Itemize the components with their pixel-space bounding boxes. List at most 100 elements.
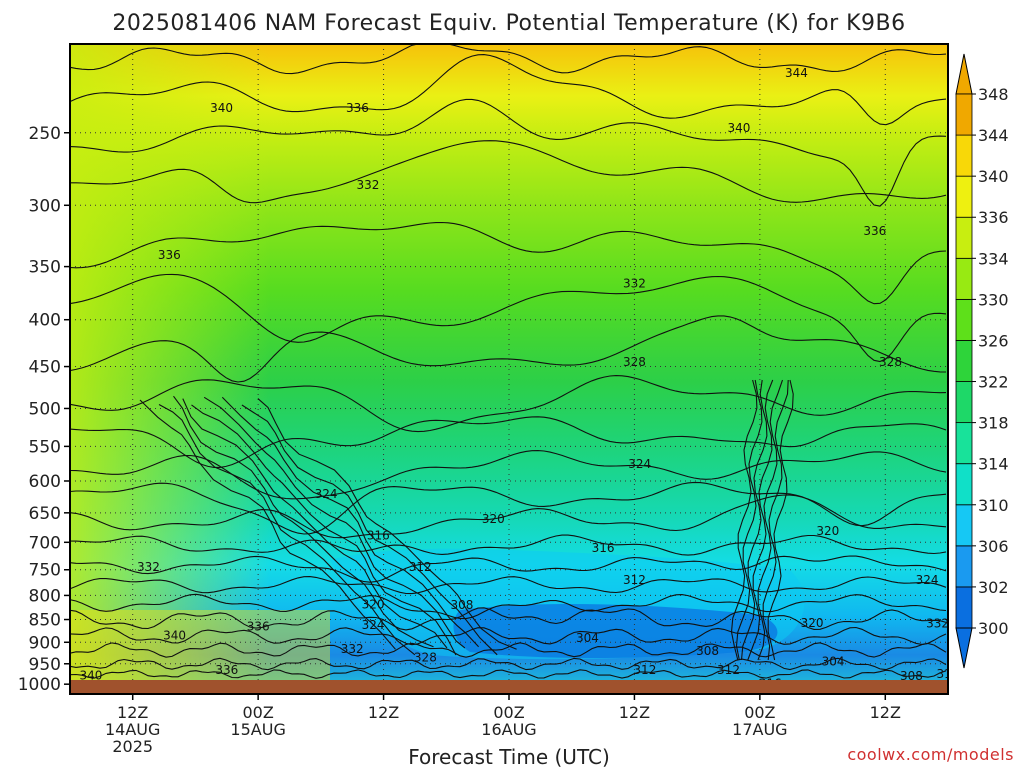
x-axis-label: Forecast Time (UTC) xyxy=(408,745,610,768)
contour-line xyxy=(767,379,794,661)
contour-label: 324 xyxy=(916,573,939,587)
x-tick-label: 00Z xyxy=(493,703,524,722)
contour-label: 316 xyxy=(592,541,615,555)
colorbar-label: 302 xyxy=(978,578,1009,597)
grid-lines xyxy=(70,44,948,694)
contour-label: 336 xyxy=(247,619,270,633)
y-tick-label: 300 xyxy=(29,196,61,216)
contour-label: 332 xyxy=(341,642,364,656)
contour-line xyxy=(70,273,947,363)
x-tick-label: 2025 xyxy=(112,737,153,756)
contour-line xyxy=(241,404,498,656)
colorbar-swatch xyxy=(955,93,973,136)
contour-label: 328 xyxy=(623,355,646,369)
x-tick-label: 12Z xyxy=(117,703,148,722)
contour-line xyxy=(735,379,763,661)
contour-line xyxy=(747,379,774,661)
contour-label: 312 xyxy=(937,667,960,681)
y-tick-label: 550 xyxy=(29,437,61,457)
contour-label: 312 xyxy=(633,663,656,677)
contour-line xyxy=(70,593,947,620)
contour-label: 320 xyxy=(482,512,505,526)
contour-label: 340 xyxy=(210,101,233,115)
colorbar-label: 336 xyxy=(978,208,1009,227)
ground-strip xyxy=(70,680,948,694)
contour-label: 336 xyxy=(158,248,181,262)
y-tick-label: 400 xyxy=(29,311,61,331)
contour-label: 308 xyxy=(900,669,923,683)
contour-label: 320 xyxy=(801,616,824,630)
contour-line xyxy=(70,44,947,75)
colorbar-swatch xyxy=(955,422,973,465)
contour-line xyxy=(257,398,517,650)
contour-label: 328 xyxy=(414,650,437,664)
colorbar-label: 344 xyxy=(978,126,1009,145)
contour-line xyxy=(70,450,947,500)
contour-label: 328 xyxy=(879,355,902,369)
contour-line xyxy=(70,669,947,679)
colorbar-label: 300 xyxy=(978,619,1009,638)
contour-line xyxy=(70,642,947,658)
colorbar: 348 344 340 336 334 330 326 322 318 314 310 306 302 3… xyxy=(955,53,1009,669)
contour-label: 332 xyxy=(356,178,379,192)
colorbar-label: 310 xyxy=(978,496,1009,515)
contour-label: 344 xyxy=(785,66,808,80)
y-tick-label: 1000 xyxy=(18,675,61,695)
colorbar-swatch xyxy=(955,298,973,341)
colorbar-label: 348 xyxy=(978,85,1009,104)
chart-title: 2025081406 NAM Forecast Equiv. Potential… xyxy=(112,11,905,36)
contour-label: 340 xyxy=(727,121,750,135)
contour-label: 308 xyxy=(451,598,474,612)
colorbar-label: 330 xyxy=(978,290,1009,309)
contour-label: 308 xyxy=(696,644,719,658)
field-left-warm xyxy=(70,44,270,694)
x-tick-label: 12Z xyxy=(368,703,399,722)
contour-line xyxy=(70,315,947,383)
y-tick-label: 600 xyxy=(29,472,61,492)
contour-line xyxy=(70,98,947,207)
colorbar-swatch xyxy=(955,216,973,259)
y-tick-label: 350 xyxy=(29,258,61,278)
contour-line xyxy=(221,396,480,648)
contour-label: 340 xyxy=(79,668,102,682)
contour-line xyxy=(70,375,947,433)
contour-label: 304 xyxy=(822,655,845,669)
contour-label: 324 xyxy=(315,487,338,501)
colorbar-swatch xyxy=(955,381,973,424)
colorbar-label: 314 xyxy=(978,455,1009,474)
contour-label: 340 xyxy=(163,629,186,643)
contour-line xyxy=(139,399,396,650)
contour-label: 304 xyxy=(576,631,599,645)
contour-lines xyxy=(70,44,947,679)
colorbar-swatch xyxy=(955,175,973,218)
x-tick-label: 14AUG xyxy=(105,720,160,739)
contour-line xyxy=(762,379,789,661)
watermark: coolwx.com/models xyxy=(847,745,1014,764)
contour-line xyxy=(191,404,457,656)
contour-line xyxy=(70,534,947,556)
y-tick-label: 650 xyxy=(29,504,61,524)
contour-label: 312 xyxy=(623,573,646,587)
y-tick-label: 750 xyxy=(29,561,61,581)
plot-area: 344 340 336 340 332 336 336 332 328 328 324 324 320 3… xyxy=(70,44,960,694)
colorbar-label: 322 xyxy=(978,373,1009,392)
contour-line xyxy=(158,404,416,656)
x-tick-label: 17AUG xyxy=(732,720,787,739)
y-tick-label: 450 xyxy=(29,358,61,378)
colorbar-arrow-top xyxy=(955,53,973,95)
contour-line xyxy=(70,54,947,126)
contour-line xyxy=(173,395,434,648)
y-tick-label: 250 xyxy=(29,124,61,144)
contour-label: 312 xyxy=(717,663,740,677)
contour-label: 324 xyxy=(628,457,651,471)
contour-line xyxy=(70,221,947,305)
x-tick-label: 00Z xyxy=(744,703,775,722)
colorbar-swatch xyxy=(955,545,973,588)
contour-line xyxy=(70,657,947,671)
colorbar-swatch xyxy=(955,463,973,506)
contour-line xyxy=(740,379,768,661)
contour-line xyxy=(203,396,466,649)
contour-label: 324 xyxy=(362,618,385,632)
